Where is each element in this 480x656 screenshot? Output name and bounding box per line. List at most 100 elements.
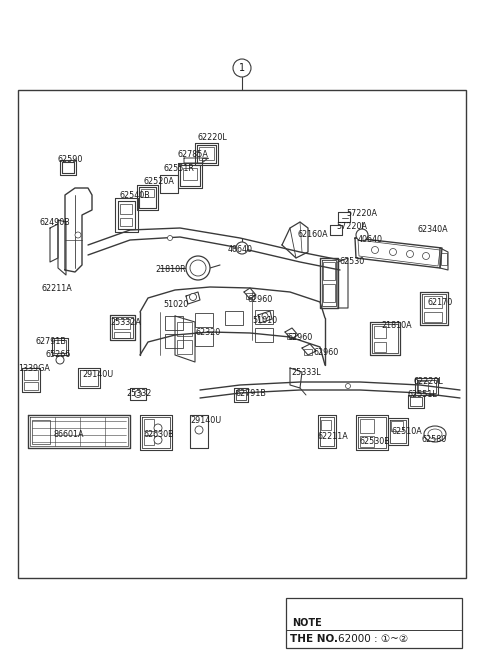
Text: 51020: 51020 bbox=[163, 300, 188, 309]
Text: 40640: 40640 bbox=[228, 245, 253, 254]
Circle shape bbox=[389, 249, 396, 255]
Bar bbox=[225, 311, 243, 325]
Circle shape bbox=[190, 293, 196, 300]
Bar bbox=[199, 147, 214, 160]
Bar bbox=[114, 332, 130, 338]
Bar bbox=[120, 204, 132, 214]
Bar bbox=[144, 419, 154, 431]
Bar bbox=[18, 90, 466, 578]
Text: 62540B: 62540B bbox=[120, 191, 151, 200]
Bar bbox=[360, 419, 374, 433]
Bar bbox=[304, 349, 312, 355]
Text: 62785A: 62785A bbox=[178, 150, 209, 159]
Bar bbox=[24, 382, 38, 390]
Bar bbox=[424, 296, 442, 308]
Bar bbox=[374, 326, 386, 338]
Text: 65266: 65266 bbox=[46, 350, 71, 359]
Text: 40640: 40640 bbox=[358, 235, 383, 244]
Text: 62000 : ①~②: 62000 : ①~② bbox=[338, 634, 408, 644]
Bar bbox=[246, 293, 254, 299]
Text: 62170: 62170 bbox=[427, 298, 452, 307]
Bar bbox=[441, 253, 447, 265]
Bar bbox=[323, 284, 335, 302]
Text: 1: 1 bbox=[239, 63, 245, 73]
Bar bbox=[24, 370, 38, 380]
Bar bbox=[183, 168, 197, 180]
Bar bbox=[165, 316, 183, 330]
Bar bbox=[321, 420, 331, 430]
Bar bbox=[424, 312, 442, 322]
Bar bbox=[195, 332, 213, 346]
Circle shape bbox=[168, 236, 172, 241]
Text: 62490B: 62490B bbox=[40, 218, 71, 227]
Circle shape bbox=[262, 313, 268, 319]
Text: 62520A: 62520A bbox=[143, 177, 174, 186]
Text: 62791B: 62791B bbox=[236, 389, 267, 398]
Bar bbox=[177, 322, 192, 336]
Text: 25332: 25332 bbox=[126, 389, 151, 398]
Bar bbox=[255, 310, 273, 324]
Text: 62320: 62320 bbox=[196, 328, 221, 337]
Circle shape bbox=[154, 424, 162, 432]
Text: 62960: 62960 bbox=[288, 333, 313, 342]
Bar bbox=[286, 598, 462, 648]
Text: 62590: 62590 bbox=[57, 155, 83, 164]
Text: 62220L: 62220L bbox=[414, 377, 444, 386]
Text: 62340A: 62340A bbox=[418, 225, 449, 234]
Text: 62580: 62580 bbox=[422, 435, 447, 444]
Bar bbox=[177, 340, 192, 354]
Bar bbox=[418, 381, 428, 391]
Ellipse shape bbox=[424, 426, 446, 442]
Text: 62551L: 62551L bbox=[408, 390, 438, 399]
Text: 57220A: 57220A bbox=[346, 209, 377, 218]
Bar bbox=[391, 421, 403, 431]
Text: 21810R: 21810R bbox=[155, 265, 186, 274]
Bar bbox=[32, 420, 50, 444]
Circle shape bbox=[75, 232, 81, 238]
Text: 1339GA: 1339GA bbox=[18, 364, 50, 373]
Circle shape bbox=[154, 436, 162, 444]
Text: 62791B: 62791B bbox=[35, 337, 66, 346]
Text: 62510A: 62510A bbox=[392, 427, 423, 436]
Bar bbox=[374, 342, 386, 352]
Text: 25332A: 25332A bbox=[110, 318, 141, 327]
Bar bbox=[144, 435, 154, 445]
Circle shape bbox=[422, 253, 430, 260]
Text: 62530: 62530 bbox=[340, 257, 365, 266]
Circle shape bbox=[186, 256, 210, 280]
Circle shape bbox=[407, 251, 413, 258]
Text: 21810A: 21810A bbox=[381, 321, 412, 330]
Circle shape bbox=[236, 242, 248, 254]
Circle shape bbox=[195, 426, 203, 434]
Text: 62211A: 62211A bbox=[318, 432, 349, 441]
Text: 29140U: 29140U bbox=[82, 370, 113, 379]
Text: 86601A: 86601A bbox=[54, 430, 84, 439]
Circle shape bbox=[56, 356, 64, 364]
Text: 51010: 51010 bbox=[252, 316, 277, 325]
Bar bbox=[114, 319, 130, 329]
Bar bbox=[323, 262, 335, 280]
Text: 25333L: 25333L bbox=[291, 368, 321, 377]
Circle shape bbox=[134, 390, 142, 398]
Circle shape bbox=[356, 229, 368, 241]
Bar bbox=[165, 334, 183, 348]
Circle shape bbox=[372, 247, 379, 253]
Ellipse shape bbox=[428, 429, 442, 439]
Text: 62160A: 62160A bbox=[298, 230, 329, 239]
Circle shape bbox=[233, 59, 251, 77]
Text: 62211A: 62211A bbox=[42, 284, 73, 293]
Text: 62960: 62960 bbox=[314, 348, 339, 357]
Text: 62630B: 62630B bbox=[144, 430, 175, 439]
Text: 62530B: 62530B bbox=[360, 437, 391, 446]
Text: 62551R: 62551R bbox=[163, 164, 194, 173]
Bar bbox=[120, 218, 132, 226]
Text: 62960: 62960 bbox=[247, 295, 272, 304]
Text: 62220L: 62220L bbox=[198, 133, 228, 142]
Bar bbox=[360, 436, 374, 447]
Text: NOTE: NOTE bbox=[292, 618, 322, 628]
Circle shape bbox=[346, 384, 350, 388]
Bar bbox=[287, 333, 295, 339]
Text: THE NO.: THE NO. bbox=[290, 634, 338, 644]
Text: 57220A: 57220A bbox=[336, 222, 367, 231]
Circle shape bbox=[190, 260, 206, 276]
